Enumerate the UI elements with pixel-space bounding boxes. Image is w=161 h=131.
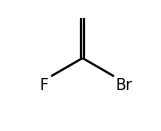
Text: Br: Br — [116, 78, 133, 93]
Text: F: F — [39, 78, 48, 93]
